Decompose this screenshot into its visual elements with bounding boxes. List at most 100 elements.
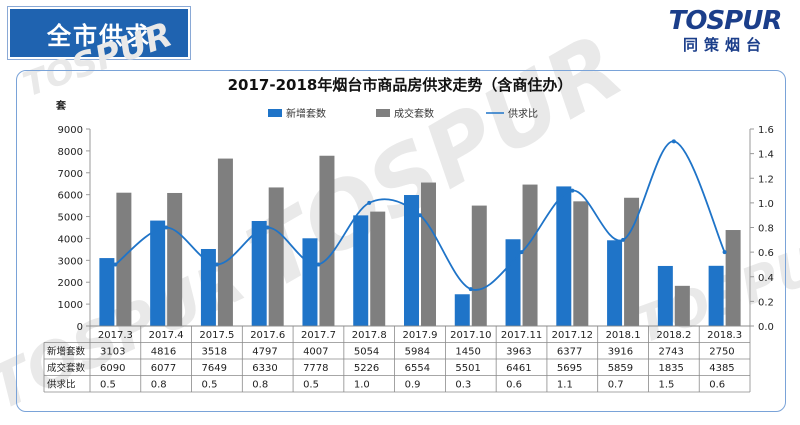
bar-sold-2017.11 [522,184,538,326]
legend-swatch-2 [376,109,390,117]
x-tick-label-2017.7: 2017.7 [301,330,336,341]
x-tick-label-2017.9: 2017.9 [403,330,438,341]
y2-tick-label-6: 1.2 [758,174,774,185]
table-cell-3-2017.11: 0.6 [506,380,522,391]
table-cell-2-2017.6: 6330 [252,363,277,374]
table-cell-2-2017.11: 6461 [506,363,531,374]
table-cell-2-2018.3: 4385 [709,363,734,374]
table-cell-2-2018.1: 5859 [608,363,633,374]
y-tick-label-7: 7000 [58,169,83,180]
y2-tick-label-3: 0.6 [758,248,774,259]
table-cell-3-2017.4: 0.8 [151,380,167,391]
bar-sold-2017.7 [319,155,335,326]
bar-sold-2017.4 [167,192,183,326]
y2-tick-label-2: 0.4 [758,273,774,284]
bar-new-2018.1 [607,240,623,326]
table-cell-1-2018.1: 3916 [608,347,633,358]
table-cell-2-2017.8: 5226 [354,363,379,374]
y-axis-unit: 套 [55,99,67,112]
table-cell-3-2017.8: 1.0 [354,380,370,391]
table-row-label-3: 供求比 [47,379,76,391]
table-cell-1-2017.3: 3103 [100,347,125,358]
bar-sold-2018.1 [624,197,640,326]
table-cell-2-2017.5: 7649 [202,363,227,374]
ratio-point-2018.1 [621,237,626,242]
bar-new-2017.6 [251,220,267,326]
bar-new-2017.12 [556,186,572,326]
legend-label-1: 新增套数 [286,107,326,120]
header-bar: 全市供求 TOSPUR 同策烟台 [0,0,800,64]
supply-demand-chart: 2017-2018年烟台市商品房供求走势（含商住办）新增套数 成交套数 供求比套01… [43,76,774,393]
logo-wordmark: TOSPUR [668,6,783,36]
y2-tick-label-0: 0.0 [758,322,774,333]
x-tick-label-2017.6: 2017.6 [250,330,285,341]
chart-frame [16,70,786,412]
table-cell-3-2017.6: 0.8 [252,380,268,391]
bar-new-2017.11 [505,239,521,326]
y-tick-label-0: 0 [77,322,83,333]
bar-new-2017.3 [99,258,115,326]
x-tick-label-2017.12: 2017.12 [552,330,593,341]
table-cell-2-2017.4: 6077 [151,363,176,374]
table-cell-3-2017.7: 0.5 [303,380,319,391]
section-title-box: 全市供求 [8,7,190,59]
bar-sold-2017.6 [268,187,284,326]
ratio-point-2017.10 [468,287,473,292]
table-cell-3-2017.3: 0.5 [100,380,116,391]
table-row-label-2: 成交套数 [47,362,86,374]
table-cell-2-2017.10: 5501 [455,363,480,374]
table-cell-1-2017.11: 3963 [506,347,531,358]
y-tick-label-2: 2000 [58,278,83,289]
legend-label-3: 供求比 [508,107,538,120]
table-cell-3-2018.2: 1.5 [658,380,674,391]
bar-new-2017.9 [404,195,419,326]
bar-new-2018.2 [657,265,673,326]
bar-sold-2017.9 [421,182,436,326]
table-cell-3-2017.10: 0.3 [455,380,471,391]
x-tick-label-2018.3: 2018.3 [707,330,742,341]
table-cell-1-2017.10: 1450 [455,347,480,358]
y-tick-label-8: 8000 [58,147,83,158]
ratio-point-2017.8 [367,200,372,205]
table-cell-1-2017.4: 4816 [151,347,176,358]
bar-new-2017.4 [150,220,166,326]
ratio-point-2017.3 [113,262,118,267]
y2-tick-label-1: 0.2 [758,297,774,308]
table-cell-1-2017.6: 4797 [252,347,277,358]
ratio-point-2017.9 [418,213,422,218]
ratio-line [114,140,726,291]
table-cell-2-2017.7: 7778 [303,363,328,374]
x-tick-label-2017.4: 2017.4 [149,330,184,341]
x-tick-label-2017.11: 2017.11 [501,330,542,341]
bar-new-2017.7 [302,238,318,326]
ratio-point-2017.7 [316,262,321,267]
bar-sold-2017.5 [217,158,233,326]
table-cell-3-2017.12: 1.1 [557,380,573,391]
x-tick-label-2017.5: 2017.5 [199,330,234,341]
x-tick-label-2017.8: 2017.8 [352,330,387,341]
ratio-point-2017.5 [214,262,219,267]
ratio-point-2017.6 [265,225,270,230]
bar-sold-2017.8 [370,211,386,326]
x-tick-label-2018.2: 2018.2 [656,330,691,341]
y-tick-label-9: 9000 [58,125,83,136]
bar-sold-2017.3 [116,192,132,326]
bar-new-2017.8 [353,215,369,326]
table-cell-2-2017.12: 5695 [557,363,582,374]
y-tick-label-5: 5000 [58,213,83,224]
ratio-point-2018.2 [671,139,676,144]
bar-new-2018.3 [708,265,724,326]
ratio-point-2017.12 [570,188,575,193]
table-cell-3-2018.1: 0.7 [608,380,624,391]
y2-tick-label-7: 1.4 [758,150,774,161]
y-tick-label-1: 1000 [58,300,83,311]
brand-logo: TOSPUR 同策烟台 [660,6,790,58]
bar-sold-2017.10 [471,205,487,326]
table-cell-2-2017.3: 6090 [100,363,125,374]
table-cell-1-2017.5: 3518 [202,347,227,358]
x-tick-label-2018.1: 2018.1 [606,330,641,341]
x-tick-label-2017.10: 2017.10 [450,330,491,341]
y2-tick-label-5: 1.0 [758,199,774,210]
table-cell-1-2017.9: 5984 [405,347,430,358]
bar-new-2017.5 [200,248,216,326]
